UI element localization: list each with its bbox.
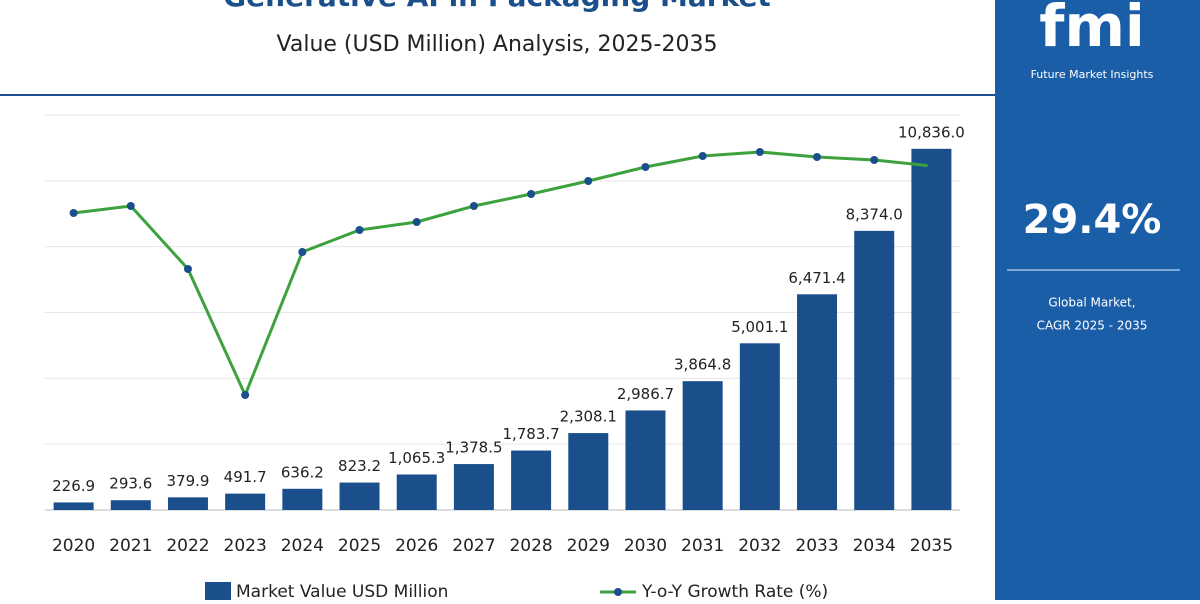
cagr-value: 29.4% bbox=[1023, 197, 1162, 243]
x-tick-label: 2024 bbox=[281, 536, 324, 556]
value-label: 823.2 bbox=[338, 457, 381, 475]
bar bbox=[53, 502, 94, 510]
legend-swatch bbox=[614, 588, 622, 596]
line-marker bbox=[698, 152, 707, 160]
legend-label: Y-o-Y Growth Rate (%) bbox=[641, 582, 828, 600]
line-marker bbox=[298, 248, 307, 256]
value-label: 1,783.7 bbox=[502, 425, 559, 443]
line-marker bbox=[69, 209, 78, 217]
x-tick-label: 2035 bbox=[910, 536, 953, 556]
chart-subtitle: Value (USD Million) Analysis, 2025-2035 bbox=[277, 32, 718, 57]
cagr-caption: Global Market, bbox=[1048, 296, 1135, 310]
line-marker bbox=[755, 148, 764, 156]
bar bbox=[339, 482, 380, 510]
growth-line bbox=[73, 150, 932, 399]
line-marker bbox=[813, 153, 822, 161]
x-tick-label: 2023 bbox=[224, 536, 267, 556]
value-label: 8,374.0 bbox=[846, 205, 903, 223]
x-tick-label: 2030 bbox=[624, 536, 667, 556]
brand-logo: fmi bbox=[1039, 0, 1145, 60]
bar bbox=[167, 497, 208, 510]
sidebar bbox=[995, 0, 1200, 600]
line-marker bbox=[927, 162, 936, 170]
bar bbox=[453, 464, 494, 510]
x-tick-label: 2025 bbox=[338, 536, 381, 556]
brand-name: Future Market Insights bbox=[1031, 68, 1154, 81]
x-tick-label: 2028 bbox=[509, 536, 552, 556]
value-label: 10,836.0 bbox=[898, 123, 965, 141]
grid bbox=[45, 114, 960, 511]
bar bbox=[396, 474, 437, 510]
x-tick-label: 2027 bbox=[452, 536, 495, 556]
value-label: 6,471.4 bbox=[788, 269, 845, 287]
value-label: 5,001.1 bbox=[731, 318, 788, 336]
line-marker bbox=[126, 202, 135, 210]
value-label: 226.9 bbox=[52, 477, 95, 495]
x-tick-label: 2026 bbox=[395, 536, 438, 556]
bar bbox=[739, 343, 780, 510]
line-marker bbox=[584, 177, 593, 185]
line-marker bbox=[469, 202, 478, 210]
bar bbox=[225, 493, 266, 510]
value-label: 2,308.1 bbox=[560, 408, 617, 426]
x-tick-label: 2032 bbox=[738, 536, 781, 556]
x-tick-label: 2034 bbox=[853, 536, 896, 556]
legend-swatch bbox=[205, 582, 231, 600]
bar bbox=[682, 381, 723, 510]
bar bbox=[282, 488, 323, 510]
line-marker bbox=[641, 163, 650, 171]
line-marker bbox=[527, 190, 536, 198]
value-label: 1,378.5 bbox=[445, 439, 502, 457]
value-label: 3,864.8 bbox=[674, 356, 731, 374]
value-label: 1,065.3 bbox=[388, 449, 445, 467]
x-tick-label: 2022 bbox=[166, 536, 209, 556]
chart-title: Generative AI in Packaging Market bbox=[223, 0, 771, 13]
bar bbox=[568, 433, 609, 510]
x-tick-label: 2033 bbox=[795, 536, 838, 556]
bar bbox=[911, 148, 952, 511]
line-marker bbox=[241, 391, 250, 399]
line-marker bbox=[183, 265, 192, 273]
x-tick-label: 2029 bbox=[567, 536, 610, 556]
bar bbox=[797, 294, 838, 510]
line-marker bbox=[355, 226, 364, 234]
x-tick-label: 2021 bbox=[109, 536, 152, 556]
value-label: 293.6 bbox=[109, 475, 152, 493]
value-label: 491.7 bbox=[224, 468, 267, 486]
bar bbox=[854, 230, 895, 510]
cagr-caption: CAGR 2025 - 2035 bbox=[1037, 319, 1148, 333]
bar bbox=[511, 450, 552, 510]
value-label: 379.9 bbox=[166, 472, 209, 490]
line-marker bbox=[412, 218, 421, 226]
bar bbox=[110, 500, 151, 510]
line-marker bbox=[870, 156, 879, 164]
x-tick-label: 2031 bbox=[681, 536, 724, 556]
value-label: 2,986.7 bbox=[617, 385, 674, 403]
legend-label: Market Value USD Million bbox=[236, 582, 448, 600]
x-tick-label: 2020 bbox=[52, 536, 95, 556]
value-label: 636.2 bbox=[281, 463, 324, 481]
bar bbox=[625, 410, 666, 510]
